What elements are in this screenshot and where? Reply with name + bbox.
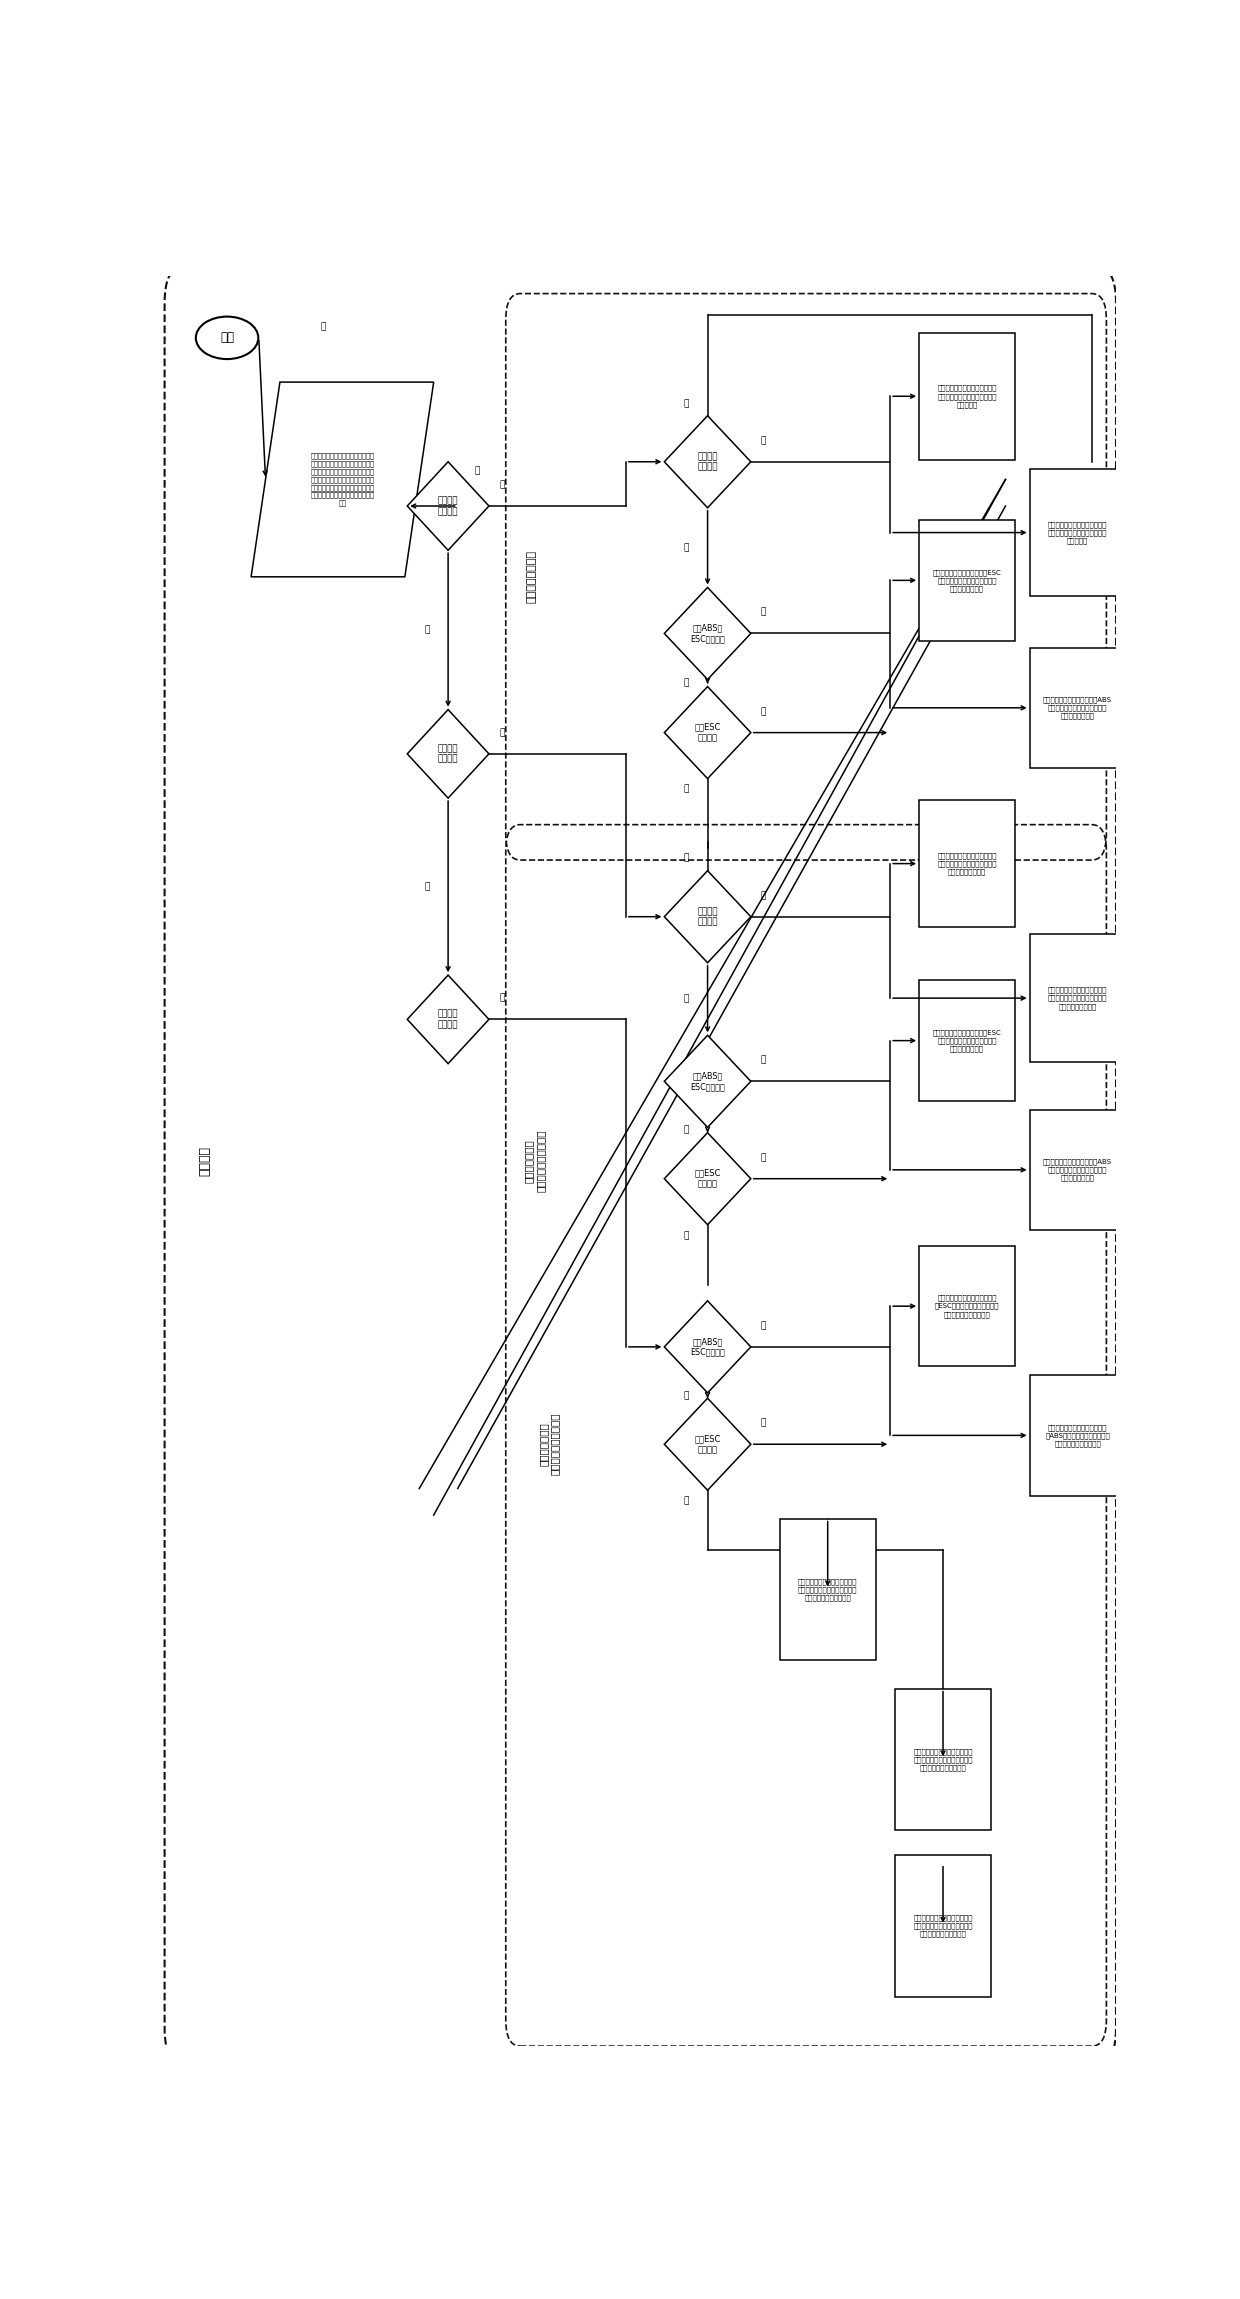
Text: 开始: 开始 [219,331,234,345]
Polygon shape [407,710,489,798]
Text: 否: 否 [760,607,766,616]
FancyBboxPatch shape [1029,1110,1126,1230]
Text: 车辆处于人工驾驶状态，运行ESC
制动力控制程序，产生制动力控
制并控制车辆制动: 车辆处于人工驾驶状态，运行ESC 制动力控制程序，产生制动力控 制并控制车辆制动 [932,1030,1002,1053]
Polygon shape [665,589,751,681]
Text: 和: 和 [320,322,326,331]
Text: 是: 是 [500,993,505,1002]
Text: 和: 和 [474,467,480,476]
Text: 是: 是 [683,1391,689,1400]
Polygon shape [665,871,751,963]
FancyBboxPatch shape [895,1687,991,1830]
Polygon shape [665,687,751,779]
Text: 是: 是 [683,678,689,687]
Text: 车辆处于自动驾驶状态，运行ABS
制动力控制程序，产生制动力控
制并控制车辆制动: 车辆处于自动驾驶状态，运行ABS 制动力控制程序，产生制动力控 制并控制车辆制动 [1043,697,1112,720]
Text: 是: 是 [500,729,505,738]
FancyBboxPatch shape [1029,1375,1126,1497]
Text: 集求更生
制动指令: 集求更生 制动指令 [697,906,718,926]
Text: 人工驾驶制动或
智能辅助驾驶制动模式: 人工驾驶制动或 智能辅助驾驶制动模式 [523,1129,546,1193]
Polygon shape [665,1035,751,1127]
FancyBboxPatch shape [895,1855,991,1996]
Text: 满足ESC
触发条件: 满足ESC 触发条件 [694,1168,720,1189]
Text: 否: 否 [683,543,689,552]
Polygon shape [665,1133,751,1225]
Text: 车辆处于自动驾驶状态，运行ESC
制动力控制程序，产生制动力控
制并控制车辆制动: 车辆处于自动驾驶状态，运行ESC 制动力控制程序，产生制动力控 制并控制车辆制动 [932,568,1002,591]
Ellipse shape [196,317,258,359]
Text: 人工驾驶
系统激活: 人工驾驶 系统激活 [438,745,459,763]
Polygon shape [665,1398,751,1490]
FancyBboxPatch shape [919,979,1016,1101]
Polygon shape [665,1301,751,1393]
Text: 自动驾驶制动模式: 自动驾驶制动模式 [527,549,537,602]
Text: 制动工况: 制动工况 [198,1145,212,1177]
FancyBboxPatch shape [919,333,1016,460]
Text: 满足ABS或
ESC触发条件: 满足ABS或 ESC触发条件 [691,1071,725,1092]
FancyBboxPatch shape [780,1520,875,1660]
FancyBboxPatch shape [1029,933,1126,1062]
Polygon shape [250,382,434,577]
Text: 是: 是 [500,480,505,490]
Text: 是: 是 [760,706,766,715]
Text: 车辆处于智能辅助驾驶状态，运
行主控制程序，产生制动力并完
成制动，序控制车辆制动: 车辆处于智能辅助驾驶状态，运 行主控制程序，产生制动力并完 成制动，序控制车辆制… [799,1577,857,1600]
Text: 车辆处于智能辅助驾驶状态，运
行主控制程序，产生制动力并完
成制动，序控制车辆制动: 车辆处于智能辅助驾驶状态，运 行主控制程序，产生制动力并完 成制动，序控制车辆制… [914,1747,972,1770]
Text: 存储制动踏板位置、制动压力、车轮
转速、轮缸、车轮轮缸信息；以及自
动驾驶电机电流、驱动电机扭矩、侧
向加速度、智能驾驶控制指令等信息
以及工况判断、制动次数、: 存储制动踏板位置、制动压力、车轮 转速、轮缸、车轮轮缸信息；以及自 动驾驶电机电… [310,453,374,506]
Text: 否: 否 [760,1322,766,1331]
Text: 满足ESC
触发条件: 满足ESC 触发条件 [694,1435,720,1453]
Text: 否: 否 [424,625,429,635]
FancyBboxPatch shape [919,520,1016,641]
Text: 满足ABS或
ESC触发条件: 满足ABS或 ESC触发条件 [691,623,725,644]
Text: 否: 否 [683,995,689,1005]
Text: 人工驾驶制动或
智能辅助驾驶制动模式: 人工驾驶制动或 智能辅助驾驶制动模式 [538,1414,559,1476]
Text: 智能辅助
系统激活: 智能辅助 系统激活 [438,1009,459,1030]
Text: 车辆处于智能辅助驾驶状态，运
行ABS制动力控制程序，产生制
动力控制并控制车辆制动: 车辆处于智能辅助驾驶状态，运 行ABS制动力控制程序，产生制 动力控制并控制车辆… [1045,1423,1110,1446]
Text: 是: 是 [760,892,766,899]
Text: 车辆处于智能辅助驾驶状态，运
行ESC制动力控制程序，产生制
动力控制并控制车辆制动: 车辆处于智能辅助驾驶状态，运 行ESC制动力控制程序，产生制 动力控制并控制车辆… [935,1294,999,1317]
Text: 否: 否 [424,883,429,892]
Text: 集求更生
制动指令: 集求更生 制动指令 [697,453,718,471]
Text: 是: 是 [760,1154,766,1161]
Text: 满足ESC
触发条件: 满足ESC 触发条件 [694,722,720,743]
Text: 自动驾驶
系统激活: 自动驾驶 系统激活 [438,497,459,515]
Text: 否: 否 [683,1497,689,1506]
Text: 否: 否 [683,853,689,862]
FancyBboxPatch shape [1029,469,1126,595]
Text: 是: 是 [760,437,766,446]
Text: 是: 是 [683,1127,689,1133]
Polygon shape [407,462,489,549]
Polygon shape [407,975,489,1064]
FancyBboxPatch shape [919,800,1016,926]
Polygon shape [665,416,751,508]
Text: 否: 否 [683,398,689,407]
Text: 满足ABS或
ESC触发条件: 满足ABS或 ESC触发条件 [691,1338,725,1356]
Text: 是: 是 [760,1418,766,1428]
Text: 车辆处于人工驾驶状态，运行常
规制动力控制程序，产生制动力
控制并控制车辆制动: 车辆处于人工驾驶状态，运行常 规制动力控制程序，产生制动力 控制并控制车辆制动 [1048,986,1107,1009]
Text: 否: 否 [683,784,689,793]
Text: 车辆处于自动驾驶状态，运行主
动力控制程序，产生制动力并控
制车辆制动: 车辆处于自动驾驶状态，运行主 动力控制程序，产生制动力并控 制车辆制动 [937,384,997,407]
Text: 车辆处于智能辅助驾驶状态，运
行常规制动力控制程序，产生制
动力控制并完成车辆制动: 车辆处于智能辅助驾驶状态，运 行常规制动力控制程序，产生制 动力控制并完成车辆制… [914,1915,972,1938]
Text: 车辆处于人工驾驶状态，运行ABS
制动力控制程序，产生制动力控
制并控制车辆制动: 车辆处于人工驾驶状态，运行ABS 制动力控制程序，产生制动力控 制并控制车辆制动 [1043,1159,1112,1182]
FancyBboxPatch shape [919,1246,1016,1366]
Text: 车辆处于人工驾驶状态，运行再
生制动力控制程序，产生制动力
控制并控制车辆制动: 车辆处于人工驾驶状态，运行再 生制动力控制程序，产生制动力 控制并控制车辆制动 [937,853,997,876]
Text: 否: 否 [760,1055,766,1064]
Text: 否: 否 [683,1230,689,1239]
FancyBboxPatch shape [1029,648,1126,768]
Text: 车辆处于自动驾驶状态，运行主
动力控制程序，产生制动力并控
制车辆制动: 车辆处于自动驾驶状态，运行主 动力控制程序，产生制动力并控 制车辆制动 [1048,522,1107,545]
